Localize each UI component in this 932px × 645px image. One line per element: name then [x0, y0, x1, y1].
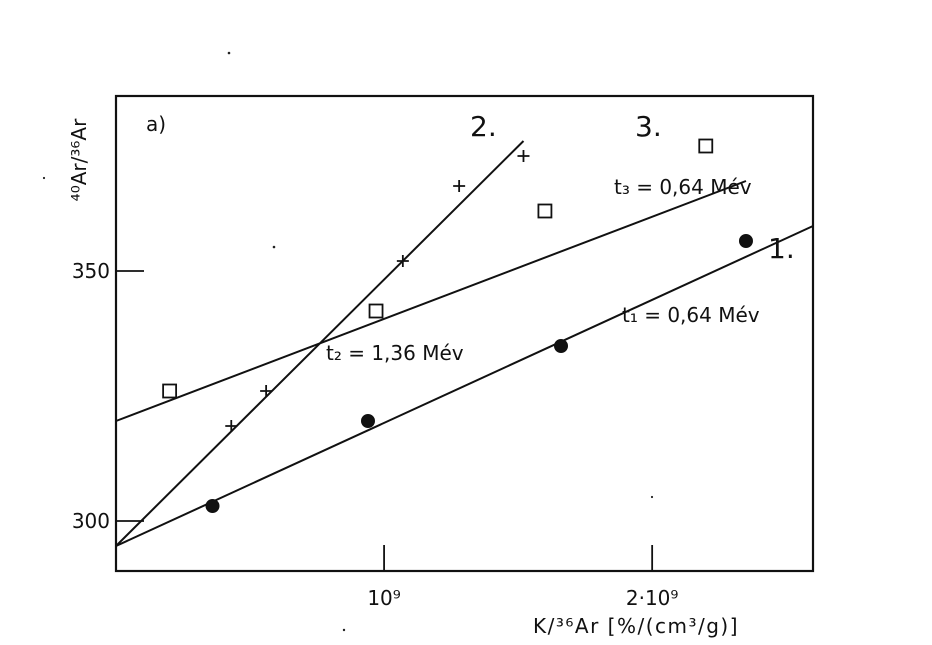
x-tick-label: 10⁹	[367, 586, 400, 610]
data-point-series-3	[537, 203, 553, 219]
series-label-1: 1.	[768, 232, 795, 265]
y-axis-ticks: 300 350	[72, 259, 144, 533]
data-point-series-2	[396, 255, 409, 267]
plot-frame	[114, 94, 815, 573]
data-point-series-2	[225, 420, 238, 432]
fit-lines	[115, 140, 814, 547]
annotation-series-2: t₂ = 1,36 Mév	[326, 341, 464, 365]
data-point-series-2	[517, 150, 530, 162]
data-point-series-1	[205, 499, 220, 513]
annotation-series-1: t₁ = 0,64 Mév	[622, 303, 760, 327]
x-tick-label: 2·10⁹	[626, 586, 679, 610]
x-axis-ticks: 10⁹ 2·10⁹	[367, 545, 678, 610]
data-point-series-2	[260, 385, 273, 397]
series-label-3: 3.	[635, 110, 662, 143]
panel-label: a)	[146, 112, 166, 136]
scan-speck	[650, 495, 654, 499]
scan-speck	[227, 51, 231, 55]
fit-line-series-1	[115, 225, 814, 547]
data-point-series-3	[698, 138, 714, 154]
data-markers	[162, 138, 753, 513]
scan-speck	[272, 245, 276, 249]
annotation-series-3: t₃ = 0,64 Mév	[614, 175, 752, 199]
data-point-series-1	[360, 414, 375, 428]
y-tick-label: 300	[72, 509, 110, 533]
series-label-2: 2.	[470, 110, 497, 143]
data-point-series-3	[162, 383, 178, 399]
data-point-series-1	[738, 234, 753, 248]
data-point-series-2	[453, 180, 466, 192]
data-point-series-3	[368, 303, 384, 319]
scan-speck	[42, 176, 46, 180]
scan-speck	[342, 628, 346, 632]
x-axis-title: K/³⁶Ar [%/(cm³/g)]	[533, 614, 739, 638]
y-axis-title: ⁴⁰Ar/³⁶Ar	[67, 118, 91, 201]
fit-line-series-3	[115, 180, 747, 422]
y-tick-label: 350	[72, 259, 110, 283]
data-point-series-1	[554, 339, 569, 353]
